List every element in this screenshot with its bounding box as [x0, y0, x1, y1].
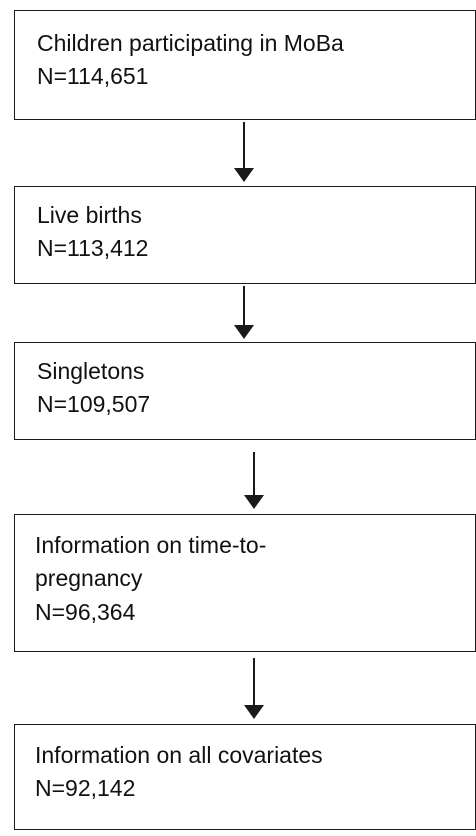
- flow-box-count: N=113,412: [37, 235, 149, 262]
- arrow-head: [234, 168, 254, 182]
- flow-box-count: N=114,651: [37, 63, 149, 90]
- flow-box-all-covariates: Information on all covariates N=92,142: [14, 724, 476, 830]
- flow-box-count: N=109,507: [37, 391, 151, 418]
- down-arrow: [234, 286, 254, 340]
- arrow-shaft: [243, 286, 245, 326]
- flow-box-live-births: Live births N=113,412: [14, 186, 476, 284]
- flow-box-label: Singletons: [37, 358, 145, 384]
- arrow-shaft: [253, 658, 255, 706]
- down-arrow: [244, 658, 264, 720]
- flow-box-label-line1: Information on time-to-: [35, 532, 267, 558]
- flow-box-time-to-pregnancy: Information on time-to- pregnancy N=96,3…: [14, 514, 476, 652]
- arrow-shaft: [243, 122, 245, 170]
- down-arrow: [244, 452, 264, 510]
- flow-box-count: N=92,142: [35, 775, 136, 802]
- arrow-shaft: [253, 452, 255, 496]
- flow-box-singletons: Singletons N=109,507: [14, 342, 476, 440]
- flow-box-label-line2: pregnancy: [35, 565, 143, 592]
- arrow-head: [244, 705, 264, 719]
- arrow-head: [234, 325, 254, 339]
- flow-box-moba-participants: Children participating in MoBa N=114,651: [14, 10, 476, 120]
- flow-box-label: Children participating in MoBa: [37, 30, 344, 56]
- arrow-head: [244, 495, 264, 509]
- down-arrow: [234, 122, 254, 184]
- flow-box-label: Information on all covariates: [35, 742, 323, 768]
- flow-box-label: Live births: [37, 202, 142, 228]
- flow-box-count: N=96,364: [35, 598, 136, 625]
